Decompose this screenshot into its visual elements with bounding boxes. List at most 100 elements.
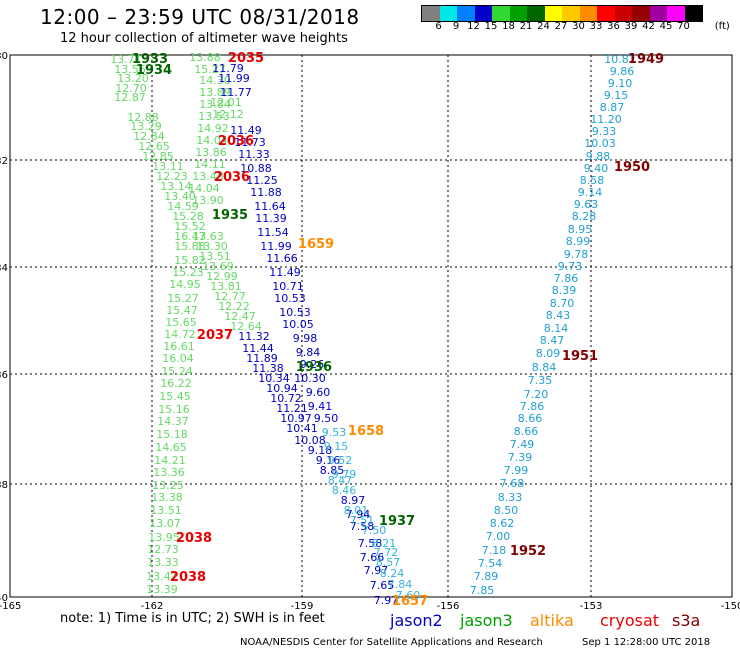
wave-height-label: 7.97 [374, 594, 399, 607]
wave-height-label: 14.11 [194, 158, 226, 171]
color-scale-swatch [649, 6, 667, 21]
wave-height-label: 12.12 [212, 108, 244, 121]
wave-height-label: 13.53 [198, 110, 230, 123]
wave-height-label: 11.99 [218, 72, 250, 85]
wave-height-label: 11.88 [250, 186, 282, 199]
wave-height-label: 7.85 [470, 584, 495, 597]
wave-height-label: 12.64 [230, 320, 262, 333]
wave-height-label: 11.21 [276, 402, 308, 415]
wave-height-label: 9.15 [324, 440, 349, 453]
longitude-label: -162 [141, 601, 164, 612]
wave-height-label: 11.33 [238, 148, 270, 161]
pass-time-label: 2037 [197, 328, 233, 343]
wave-height-label: 15.82 [174, 254, 206, 267]
wave-height-label: 13.51 [199, 250, 231, 263]
wave-height-label: 12.23 [156, 170, 188, 183]
wave-height-label: 7.58 [350, 520, 375, 533]
color-scale-swatch [527, 6, 545, 21]
map-frame [9, 54, 733, 598]
wave-height-label: 7.99 [504, 464, 529, 477]
wave-height-label: 9.86 [610, 65, 635, 78]
color-scale-label: 9 [452, 21, 460, 32]
wave-height-label: 8.33 [498, 491, 523, 504]
wave-height-label: 14.59 [167, 200, 199, 213]
wave-height-label: 8.09 [536, 347, 561, 360]
legend-satellite-jason2: jason2 [390, 611, 443, 630]
pass-time-label: 1934 [136, 63, 172, 78]
wave-height-label: 8.21 [372, 537, 397, 550]
color-scale-label: 18 [502, 21, 515, 32]
wave-height-label: 11.25 [246, 174, 278, 187]
wave-height-label: 7.86 [554, 272, 579, 285]
wave-height-label: 7.72 [374, 546, 399, 559]
wave-height-label: 7.58 [358, 537, 383, 550]
wave-height-label: 13.36 [153, 466, 185, 479]
wave-height-label: 7.18 [482, 544, 507, 557]
wave-height-label: 7.54 [478, 557, 503, 570]
wave-height-label: 11.44 [242, 342, 274, 355]
color-scale-swatch [614, 6, 632, 21]
wave-height-label: 10.94 [266, 382, 298, 395]
wave-height-label: 10.41 [286, 422, 318, 435]
color-scale-swatch [632, 6, 650, 21]
color-scale-swatch [457, 6, 475, 21]
wave-height-label: 11.73 [234, 136, 266, 149]
wave-height-label: 8.57 [376, 556, 401, 569]
wave-height-label: 14.92 [197, 122, 229, 135]
wave-height-label: 13.95 [148, 531, 180, 544]
wave-height-label: 14.72 [164, 328, 196, 341]
pass-time-label: 2038 [176, 531, 212, 546]
wave-height-label: 13.11 [152, 160, 184, 173]
wave-height-label: 7.94 [346, 508, 371, 521]
wave-height-label: 10.88 [240, 162, 272, 175]
wave-height-label: 8.43 [546, 309, 571, 322]
longitude-label: -150 [721, 601, 740, 612]
wave-height-label: 12.65 [138, 140, 170, 153]
wave-height-label: 15.23 [172, 266, 204, 279]
wave-height-label: 8.66 [514, 425, 539, 438]
wave-height-label: 9.18 [308, 444, 333, 457]
wave-height-label: 10.82 [604, 53, 636, 66]
pass-time-label: 1952 [510, 544, 546, 559]
wave-height-label: 7.84 [388, 578, 413, 591]
wave-height-label: 13.40 [164, 190, 196, 203]
color-scale-swatch [474, 6, 492, 21]
wave-height-label: 15.52 [174, 220, 206, 233]
wave-height-label: 10.71 [272, 280, 304, 293]
wave-height-label: 11.32 [238, 330, 270, 343]
axis-labels: -30 -32 -34 -36 -38 -40-165 -162 -159 -156 -153 -1… [0, 51, 740, 612]
wave-height-label: 9.84 [296, 346, 321, 359]
wave-height-label: 11.49 [269, 266, 301, 279]
wave-height-label: 8.01 [344, 504, 369, 517]
satellite-track: 13.8815.2714.3013.8913.8412.0113.5312.12… [188, 51, 262, 333]
color-scale-swatch [422, 6, 440, 21]
longitude-label: -153 [580, 601, 603, 612]
wave-height-label: 13.63 [192, 230, 224, 243]
wave-height-label: 8.85 [320, 464, 345, 477]
wave-height-label: 7.49 [510, 438, 535, 451]
wave-height-label: 9.50 [314, 412, 339, 425]
wave-height-label: 8.62 [490, 517, 515, 530]
wave-height-label: 9.73 [558, 260, 583, 273]
wave-height-label: 9.40 [584, 162, 609, 175]
wave-height-label: 7.68 [500, 477, 525, 490]
pass-time-label: 1935 [212, 208, 248, 223]
wave-height-label: 8.50 [494, 504, 519, 517]
longitude-label: -159 [291, 601, 314, 612]
wave-height-label: 9.79 [332, 468, 357, 481]
wave-height-label: 11.20 [590, 113, 622, 126]
color-scale-swatch [439, 6, 457, 21]
wave-height-label: 8.28 [572, 210, 597, 223]
wave-height-label: 14.04 [188, 182, 220, 195]
latitude-label: -36 [0, 370, 8, 381]
wave-height-label: 16.04 [162, 352, 194, 365]
wave-height-label: 13.90 [192, 194, 224, 207]
wave-height-label: 9.10 [608, 77, 633, 90]
wave-height-label: 7.50 [362, 524, 387, 537]
color-scale-label: 33 [589, 21, 603, 32]
wave-height-label: 9.63 [574, 198, 599, 211]
wave-height-label: 11.89 [246, 352, 278, 365]
color-scale-label: 6 [435, 21, 442, 32]
